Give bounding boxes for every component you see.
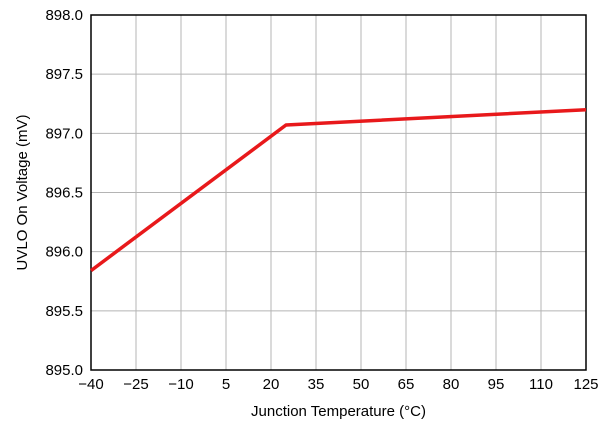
- x-tick-label: −10: [168, 376, 193, 393]
- y-tick-label: 896.0: [45, 244, 83, 261]
- y-tick-label: 895.5: [45, 303, 83, 320]
- x-axis-title: Junction Temperature (°C): [251, 403, 426, 420]
- x-tick-label: 110: [529, 376, 553, 393]
- y-tick-label: 897.5: [45, 66, 83, 83]
- y-tick-label: 895.0: [45, 362, 83, 379]
- x-tick-label: 125: [573, 376, 598, 393]
- x-tick-label: 50: [353, 376, 370, 393]
- x-axis-ticks: −40 −25 −10 5 20 35 50 65 80 95 110 125: [78, 376, 598, 393]
- x-tick-label: 80: [443, 376, 460, 393]
- y-tick-label: 898.0: [45, 7, 83, 24]
- x-tick-label: 95: [488, 376, 505, 393]
- x-tick-label: 5: [222, 376, 230, 393]
- y-axis-title: UVLO On Voltage (mV): [14, 115, 31, 271]
- series-layer: [89, 107, 587, 273]
- y-axis-ticks: 895.0 895.5 896.0 896.5 897.0 897.5 898.0: [45, 7, 83, 379]
- grid-lines: [91, 15, 586, 370]
- x-tick-label: 65: [398, 376, 415, 393]
- x-tick-label: 20: [263, 376, 280, 393]
- x-tick-label: −25: [123, 376, 148, 393]
- y-tick-label: 897.0: [45, 125, 83, 142]
- x-tick-label: −40: [78, 376, 103, 393]
- x-tick-label: 35: [308, 376, 325, 393]
- series-line: [89, 107, 587, 273]
- plot-area-frame: [90, 14, 587, 371]
- y-tick-label: 896.5: [45, 185, 83, 202]
